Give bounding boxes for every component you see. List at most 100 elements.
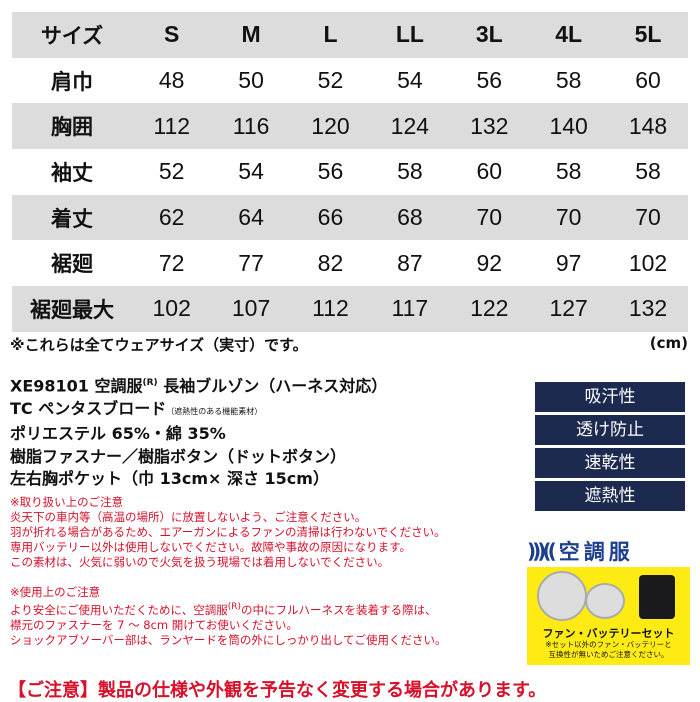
table-cell: 97 <box>555 249 582 276</box>
table-cell: 87 <box>397 249 423 276</box>
caution-line: 炎天下の車内等（高温の場所）に放置しないよう、ご注意ください。 <box>10 510 367 524</box>
table-cell: 54 <box>238 158 264 185</box>
size-note: ※これらは全てウェアサイズ（実寸）です。 <box>10 336 308 354</box>
table-cell: 60 <box>476 158 503 185</box>
size-header: M <box>241 21 261 48</box>
size-header: S <box>164 21 180 48</box>
table-cell: 122 <box>470 295 509 322</box>
table-cell: 70 <box>476 204 503 231</box>
table-cell: 48 <box>158 67 185 94</box>
feature-badge: 速乾性 <box>535 448 685 478</box>
table-cell: 68 <box>397 204 423 231</box>
spec-title-rest: 長袖ブルゾン（ハーネス対応） <box>157 376 388 396</box>
table-cell: 124 <box>390 112 430 139</box>
table-cell: 50 <box>238 67 264 94</box>
battery-icon <box>639 575 675 619</box>
table-cell: 62 <box>158 204 185 231</box>
row-label: 裾廻最大 <box>30 297 114 322</box>
row-label: 胸囲 <box>51 115 93 140</box>
note-line: ※セット以外のファン・バッテリーと <box>545 640 672 649</box>
usage-text: より安全にご使用いただくために、空調服 <box>10 602 228 617</box>
table-cell: 58 <box>555 67 582 94</box>
table-cell: 132 <box>628 295 668 322</box>
handling-caution: ※取り扱い上のご注意 炎天下の車内等（高温の場所）に放置しないよう、ご注意くださ… <box>10 495 446 570</box>
spec-title: XE98101 空調服(R) 長袖ブルゾン（ハーネス対応） <box>10 372 387 398</box>
fabric-name: TC ペンタスブロード <box>10 398 167 418</box>
table-cell: 70 <box>635 204 661 231</box>
size-header: LL <box>395 21 424 48</box>
table-cell: 112 <box>312 295 349 322</box>
registered-mark: (R) <box>142 378 158 388</box>
product-spec: XE98101 空調服(R) 長袖ブルゾン（ハーネス対応） TC ペンタスブロー… <box>10 372 387 491</box>
table-cell: 82 <box>317 249 344 276</box>
table-cell: 77 <box>238 249 264 276</box>
table-cell: 72 <box>158 249 185 276</box>
logo-text: 空調服 <box>558 540 634 564</box>
table-header-row: サイズ S M L LL 3L 4L 5L <box>12 12 688 58</box>
row-label: 着丈 <box>51 206 93 231</box>
usage-line: 襟元のファスナーを 7 ～ 8cm 開けてお使いください。 <box>10 617 298 632</box>
fan-battery-set: )))(( 空調服 ファン・バッテリーセット ※セット以外のファン・バッテリーと… <box>527 535 690 667</box>
row-label: 肩巾 <box>51 69 93 94</box>
spec-material: ポリエステル 65%・綿 35% <box>10 424 226 444</box>
table-cell: 127 <box>549 295 588 322</box>
table-cell: 66 <box>317 204 344 231</box>
table-cell: 64 <box>238 204 264 231</box>
table-row: 袖丈 52 54 56 58 60 58 58 <box>12 149 688 195</box>
table-row: 肩巾 48 50 52 54 56 58 60 <box>12 58 688 104</box>
table-cell: 58 <box>635 158 661 185</box>
caution-line: この素材は、火気に弱いので火気を扱う現場では着用しないでください。 <box>10 555 390 569</box>
caution-line: 羽が折れる場合があるため、エアーガンによるファンの清掃は行わないでください。 <box>10 525 446 539</box>
fan-set-panel: ファン・バッテリーセット ※セット以外のファン・バッテリーと 互換性が無いためご注… <box>527 567 690 665</box>
usage-line: より安全にご使用いただくために、空調服(R)の中にフルハーネスを装着する際は、 <box>10 600 447 618</box>
spec-title-text: XE98101 空調服 <box>10 376 143 396</box>
table-cell: 102 <box>152 295 191 322</box>
feature-badge: 吸汗性 <box>535 382 685 412</box>
fabric-note: （遮熱性のある機能素材） <box>166 406 263 416</box>
table-row: 裾廻 72 77 82 87 92 97 102 <box>12 240 688 286</box>
usage-text: の中にフルハーネスを装着する際は、 <box>240 602 437 617</box>
size-header: 5L <box>634 21 662 48</box>
feature-badge: 遮熱性 <box>535 481 685 511</box>
table-cell: 117 <box>391 295 429 322</box>
fan-icon <box>537 571 587 621</box>
size-header: 3L <box>475 21 503 48</box>
table-cell: 112 <box>153 112 191 139</box>
table-row: 着丈 62 64 66 68 70 70 70 <box>12 194 688 241</box>
size-header: 4L <box>555 21 583 48</box>
table-cell: 140 <box>549 112 588 139</box>
size-header: L <box>323 21 338 48</box>
table-cell: 116 <box>232 112 270 139</box>
kuchofuku-logo: )))(( 空調服 <box>527 535 690 567</box>
table-row: 裾廻最大 102 107 112 117 122 127 132 <box>12 286 688 332</box>
dc-logo-mark-icon: )))(( <box>527 539 557 563</box>
usage-line: ショックアブソーバー部は、ランヤードを筒の外にしっかり出してご使用ください。 <box>10 632 447 647</box>
spec-pocket: 左右胸ポケット（巾 13cm× 深さ 15cm） <box>10 469 329 489</box>
fan-set-note: ※セット以外のファン・バッテリーと 互換性が無いためご注意ください。 <box>527 640 690 660</box>
row-label: 裾廻 <box>51 252 93 277</box>
unit-label: (cm) <box>649 334 688 352</box>
row-label: 袖丈 <box>51 160 93 185</box>
spec-fastener: 樹脂ファスナー／樹脂ボタン（ドットボタン） <box>10 446 347 466</box>
table-cell: 102 <box>628 249 668 276</box>
feature-badge: 透け防止 <box>535 415 685 445</box>
table-cell: 92 <box>476 249 503 276</box>
caution-title: ※取り扱い上のご注意 <box>10 495 124 509</box>
table-cell: 70 <box>555 204 582 231</box>
table-cell: 58 <box>397 158 423 185</box>
table-cell: 52 <box>158 158 185 185</box>
table-cell: 120 <box>311 112 350 139</box>
usage-caution: ※使用上のご注意 より安全にご使用いただくために、空調服(R)の中にフルハーネス… <box>10 585 447 648</box>
footer-notice: 【ご注意】製品の仕様や外観を予告なく変更する場合があります。 <box>8 680 547 701</box>
usage-title: ※使用上のご注意 <box>10 585 101 599</box>
table-cell: 132 <box>470 112 509 139</box>
table-cell: 54 <box>397 67 423 94</box>
size-table: サイズ S M L LL 3L 4L 5L 肩巾 48 50 52 54 56 58 60 胸囲 112 116 12… <box>12 12 688 332</box>
table-cell: 52 <box>317 67 344 94</box>
registered-mark: (R) <box>227 602 241 612</box>
table-cell: 56 <box>317 158 344 185</box>
note-line: 互換性が無いためご注意ください。 <box>548 650 669 659</box>
caution-line: 専用バッテリー以外は使用しないでください。故障や事故の原因になります。 <box>10 540 412 554</box>
table-cell: 148 <box>628 112 668 139</box>
table-cell: 56 <box>476 67 503 94</box>
